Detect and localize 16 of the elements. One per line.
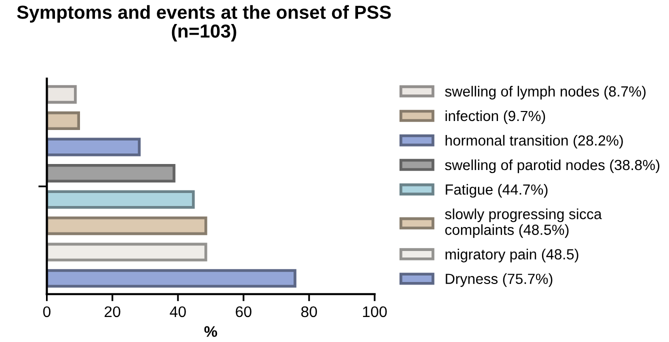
x-tick-label: 20 — [104, 306, 120, 318]
legend-label: slowly progressing sicca complaints (48.5%) — [445, 208, 602, 238]
x-tick-label: 80 — [301, 306, 317, 318]
legend-label: Fatigue (44.7%) — [446, 184, 548, 198]
x-tick-label: 60 — [236, 306, 252, 318]
x-tick-label: 40 — [170, 306, 186, 318]
legend-label: infection (9.7%) — [446, 110, 546, 124]
chart-title: Symptoms and events at the onset of PSS (n=103) — [17, 5, 391, 42]
legend-label: migratory pain (48.5) — [446, 248, 578, 262]
legend-label: Dryness (75.7%) — [446, 273, 552, 287]
legend-label: swelling of lymph nodes (8.7%) — [445, 86, 646, 100]
x-axis-title: % — [204, 326, 218, 337]
x-tick-label: 100 — [363, 306, 387, 318]
legend-label: swelling of parotid nodes (38.8%) — [445, 159, 660, 174]
x-tick-label: 0 — [43, 306, 50, 318]
legend-label: hormonal transition (28.2%) — [446, 134, 623, 149]
